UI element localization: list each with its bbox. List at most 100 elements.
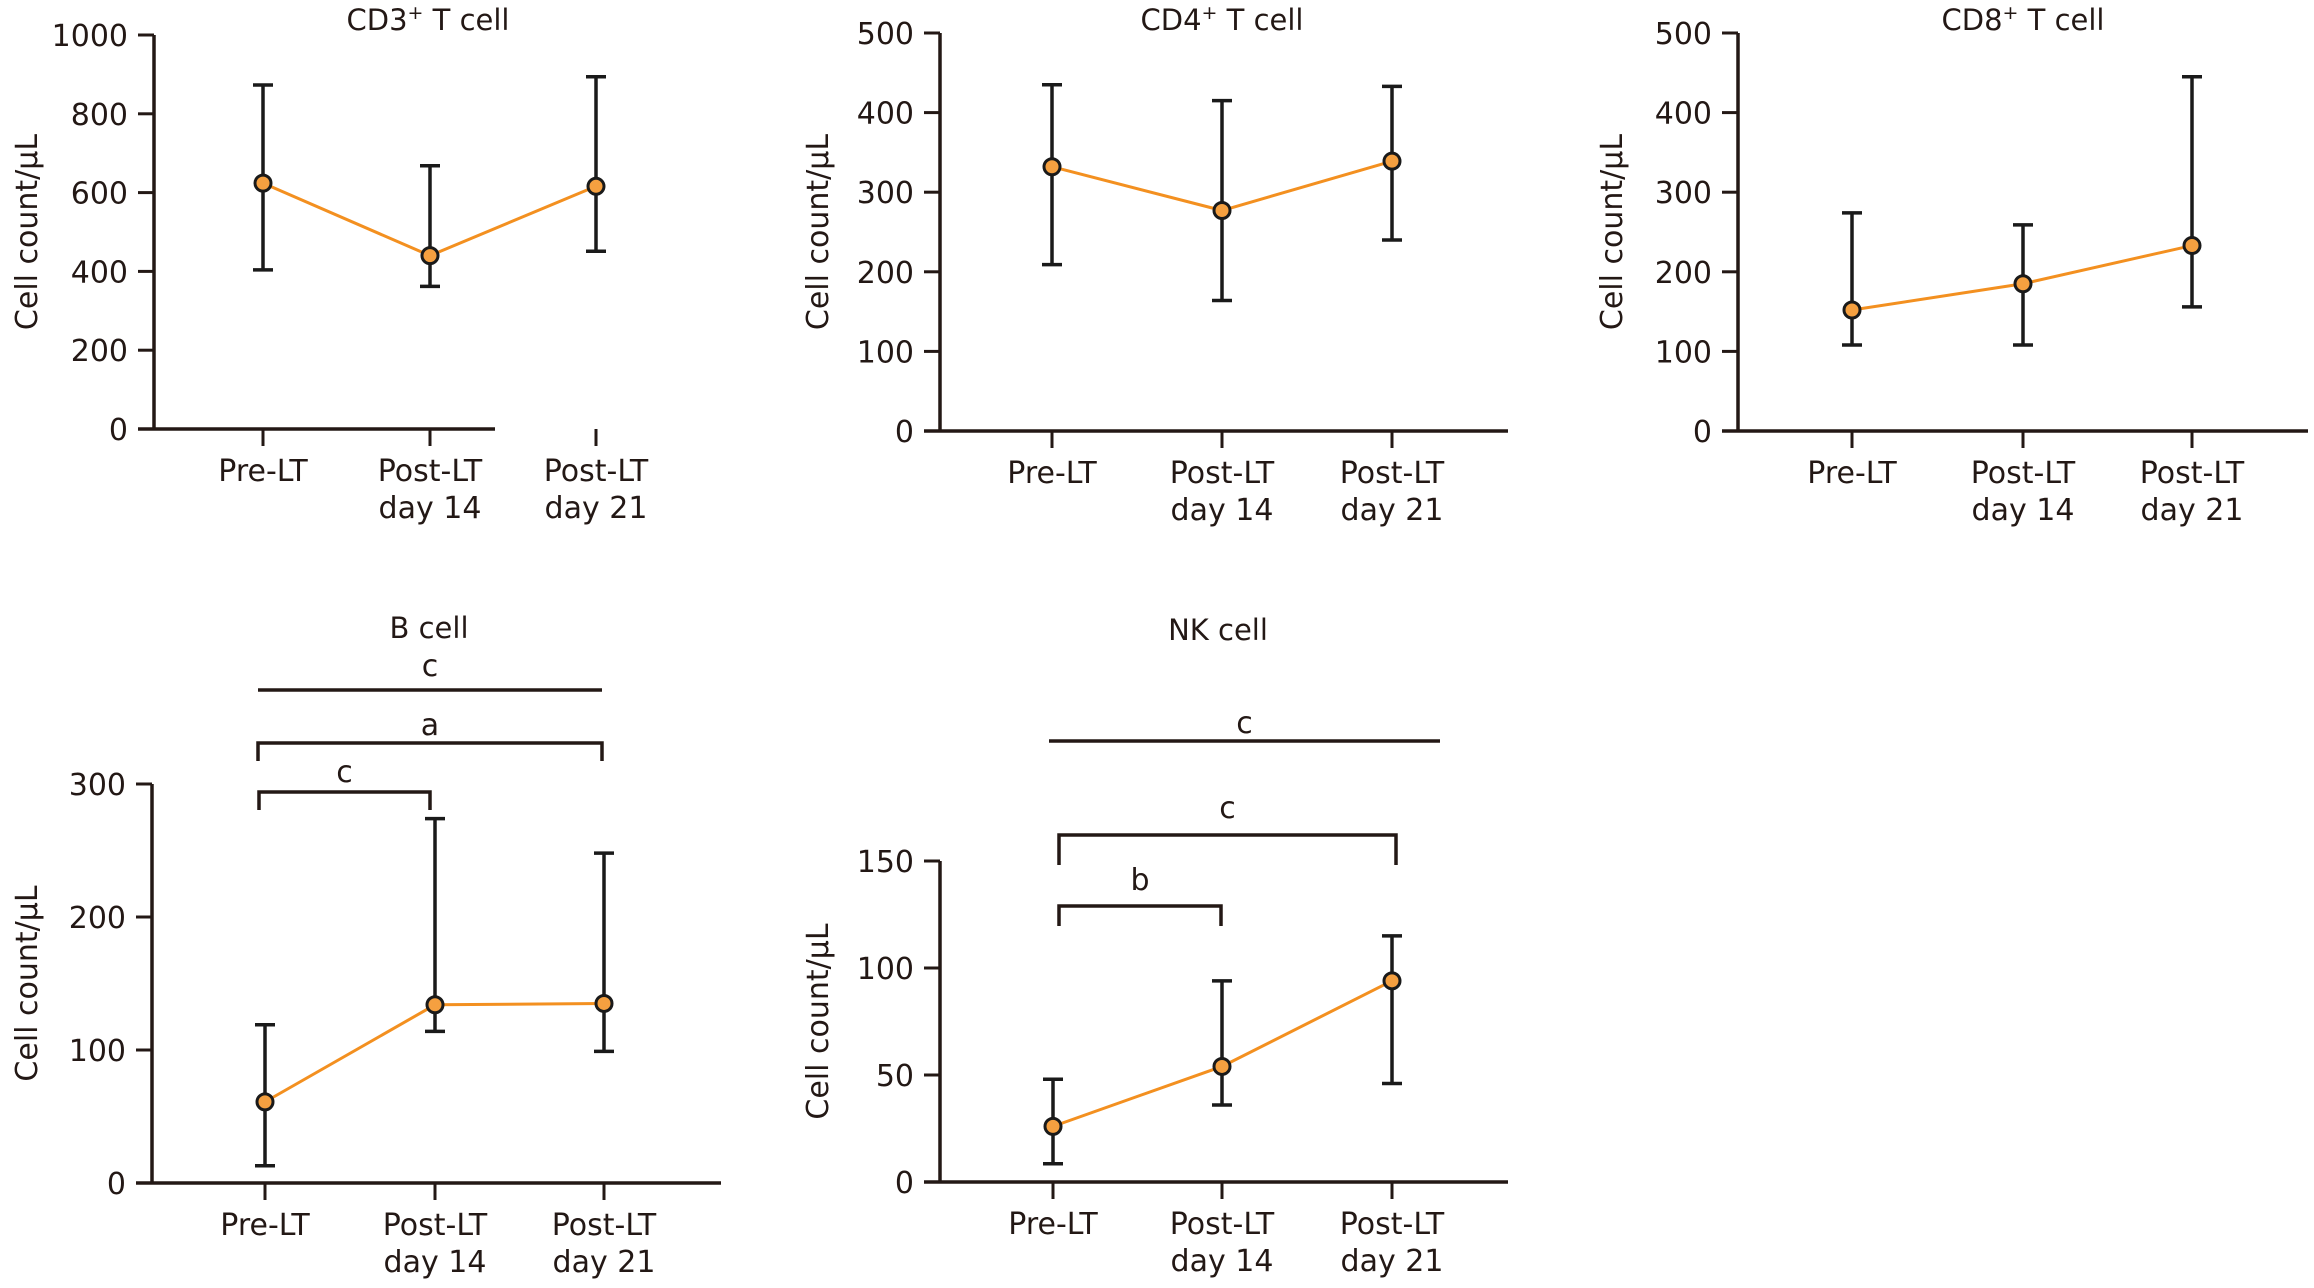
data-point xyxy=(2182,236,2202,256)
y-axis-label: Cell count/μL xyxy=(801,923,836,1119)
chart-panel-nkcell: NK cell Cell count/μL 0 50 100 150 Pre-LT Post-… xyxy=(801,613,1508,1279)
data-point xyxy=(1043,1116,1063,1136)
significance-label: c xyxy=(1236,706,1253,741)
data-point xyxy=(425,995,445,1015)
y-tick-label: 500 xyxy=(857,17,914,52)
x-tick-label: Pre-LT xyxy=(220,1208,310,1243)
y-tick-label: 500 xyxy=(1655,17,1712,52)
y-tick-label: 0 xyxy=(1693,415,1712,450)
x-tick-label: Pre-LT xyxy=(1008,1207,1098,1242)
y-tick-label: 100 xyxy=(857,335,914,370)
data-point xyxy=(255,1092,275,1112)
chart-title-superscript: + xyxy=(1202,2,1218,24)
x-tick-label: Post-LT xyxy=(1340,456,1445,491)
data-point xyxy=(1382,151,1402,171)
y-tick-label: 300 xyxy=(857,176,914,211)
significance-label: b xyxy=(1130,863,1149,898)
y-tick-label: 0 xyxy=(895,415,914,450)
y-tick-label: 50 xyxy=(876,1059,914,1094)
y-tick-label: 1000 xyxy=(52,19,128,54)
chart-panel-cd3: CD3+ T cell Cell count/μL 0 200 400 600 800 100… xyxy=(10,2,649,526)
significance-bracket xyxy=(1057,904,1223,926)
data-point xyxy=(1842,300,1862,320)
x-tick-label: Post-LT xyxy=(552,1208,657,1243)
chart-title-main: NK cell xyxy=(1168,613,1268,647)
x-tick-label: Pre-LT xyxy=(218,454,308,489)
chart-title-main: CD3 xyxy=(346,3,407,37)
significance-bracket xyxy=(257,790,432,810)
chart-title-main: CD4 xyxy=(1140,3,1201,37)
data-point xyxy=(1382,971,1402,991)
x-tick-label: Pre-LT xyxy=(1007,456,1097,491)
chart-panel-cd8: CD8+ T cell Cell count/μL 0 100 200 300 400 500… xyxy=(1595,2,2308,528)
significance-label: c xyxy=(336,755,353,790)
y-axis-label: Cell count/μL xyxy=(10,885,45,1081)
y-tick-label: 200 xyxy=(71,334,128,369)
y-tick-label: 100 xyxy=(69,1034,126,1069)
data-point xyxy=(586,176,606,196)
y-axis-label: Cell count/μL xyxy=(801,134,836,330)
x-tick-label: day 14 xyxy=(1171,1244,1274,1279)
chart-panel-cd4: CD4+ T cell Cell count/μL 0 100 200 300 400 500… xyxy=(801,2,1508,528)
y-tick-label: 200 xyxy=(857,256,914,291)
y-tick-label: 150 xyxy=(857,845,914,880)
data-point xyxy=(1212,201,1232,221)
y-tick-label: 600 xyxy=(71,177,128,212)
chart-title-suffix: T cell xyxy=(2018,3,2104,37)
significance-bracket xyxy=(256,741,604,761)
x-tick-label: Post-LT xyxy=(2140,456,2245,491)
y-tick-label: 200 xyxy=(69,901,126,936)
data-point xyxy=(2013,274,2033,294)
y-tick-label: 0 xyxy=(109,413,128,448)
x-tick-label: Post-LT xyxy=(383,1208,488,1243)
x-tick-label: day 21 xyxy=(2141,493,2244,528)
y-axis-label: Cell count/μL xyxy=(10,134,45,330)
x-tick-label: day 14 xyxy=(384,1245,487,1280)
chart-title: B cell xyxy=(389,611,468,645)
x-tick-label: day 21 xyxy=(1341,493,1444,528)
y-tick-label: 300 xyxy=(69,768,126,803)
x-tick-label: Post-LT xyxy=(544,454,649,489)
x-tick-label: day 14 xyxy=(379,491,482,526)
data-point xyxy=(1212,1056,1232,1076)
y-tick-label: 100 xyxy=(857,952,914,987)
x-tick-label: day 21 xyxy=(545,491,648,526)
significance-label: a xyxy=(421,708,439,743)
y-tick-label: 100 xyxy=(1655,335,1712,370)
x-tick-label: Post-LT xyxy=(378,454,483,489)
x-tick-label: day 21 xyxy=(553,1245,656,1280)
x-tick-label: Post-LT xyxy=(1170,1207,1275,1242)
chart-title-main: CD8 xyxy=(1941,3,2002,37)
chart-title: CD3+ T cell xyxy=(346,2,509,37)
y-tick-label: 200 xyxy=(1655,256,1712,291)
x-tick-label: day 14 xyxy=(1972,493,2075,528)
chart-title-superscript: + xyxy=(408,2,424,24)
significance-bracket xyxy=(1057,833,1398,865)
chart-title: NK cell xyxy=(1168,613,1268,647)
chart-title-superscript: + xyxy=(2003,2,2019,24)
chart-title-main: B cell xyxy=(389,611,468,645)
y-axis-label: Cell count/μL xyxy=(1595,134,1630,330)
data-point xyxy=(1042,157,1062,177)
x-tick-label: Pre-LT xyxy=(1807,456,1897,491)
y-tick-label: 0 xyxy=(895,1166,914,1201)
y-tick-label: 400 xyxy=(857,97,914,132)
data-point xyxy=(420,246,440,266)
x-tick-label: Post-LT xyxy=(1170,456,1275,491)
x-tick-label: day 14 xyxy=(1171,493,1274,528)
chart-title-suffix: T cell xyxy=(423,3,509,37)
data-point xyxy=(594,993,614,1013)
chart-title-suffix: T cell xyxy=(1217,3,1303,37)
y-tick-label: 300 xyxy=(1655,176,1712,211)
chart-title: CD8+ T cell xyxy=(1941,2,2104,37)
significance-label: c xyxy=(1219,791,1236,826)
x-tick-label: Post-LT xyxy=(1340,1207,1445,1242)
significance-label: c xyxy=(422,649,439,684)
chart-title: CD4+ T cell xyxy=(1140,2,1303,37)
y-tick-label: 800 xyxy=(71,98,128,133)
chart-panel-bcell: B cell Cell count/μL 0 100 200 300 Pre-LT Post-… xyxy=(10,611,721,1280)
x-tick-label: day 21 xyxy=(1341,1244,1444,1279)
y-tick-label: 400 xyxy=(71,255,128,290)
y-tick-label: 400 xyxy=(1655,97,1712,132)
